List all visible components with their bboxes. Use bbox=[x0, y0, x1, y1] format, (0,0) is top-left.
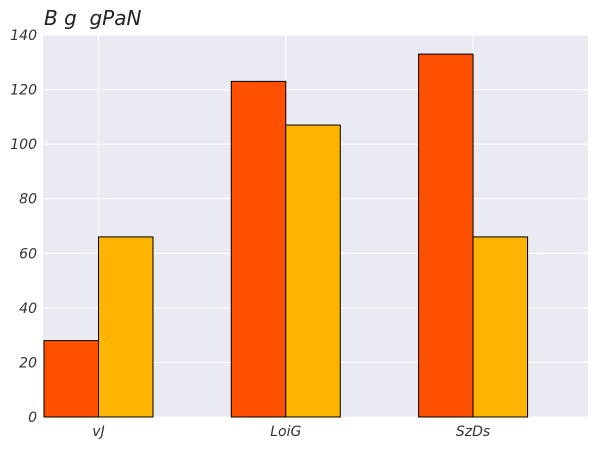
bar-series-1-SzDs bbox=[418, 53, 474, 418]
y-tick-labels: 0 20 40 60 80 100 120 140 bbox=[10, 28, 37, 426]
y-tick-label: 80 bbox=[19, 192, 37, 208]
y-tick-label: 140 bbox=[10, 28, 37, 44]
x-tick-label: LoiG bbox=[270, 424, 301, 440]
chart-title: B g gPaN bbox=[44, 6, 142, 30]
y-tick-label: 20 bbox=[19, 355, 37, 371]
bar-series-1-vJ bbox=[43, 340, 99, 418]
y-tick-label: 0 bbox=[28, 410, 37, 426]
bar-series-1-LoiG bbox=[230, 80, 287, 418]
x-tick-label: vJ bbox=[92, 424, 104, 440]
y-tick-label: 100 bbox=[10, 137, 37, 153]
y-tick-label: 40 bbox=[19, 301, 37, 317]
x-tick-labels: vJ LoiG SzDs bbox=[92, 424, 490, 440]
bar-series-2-LoiG bbox=[285, 124, 341, 418]
y-tick-label: 120 bbox=[10, 83, 37, 99]
y-tick-label: 60 bbox=[19, 246, 37, 262]
x-tick-label: SzDs bbox=[456, 424, 490, 440]
bar-series-2-SzDs bbox=[472, 236, 529, 418]
bars bbox=[43, 53, 529, 418]
bar-series-2-vJ bbox=[98, 236, 154, 418]
